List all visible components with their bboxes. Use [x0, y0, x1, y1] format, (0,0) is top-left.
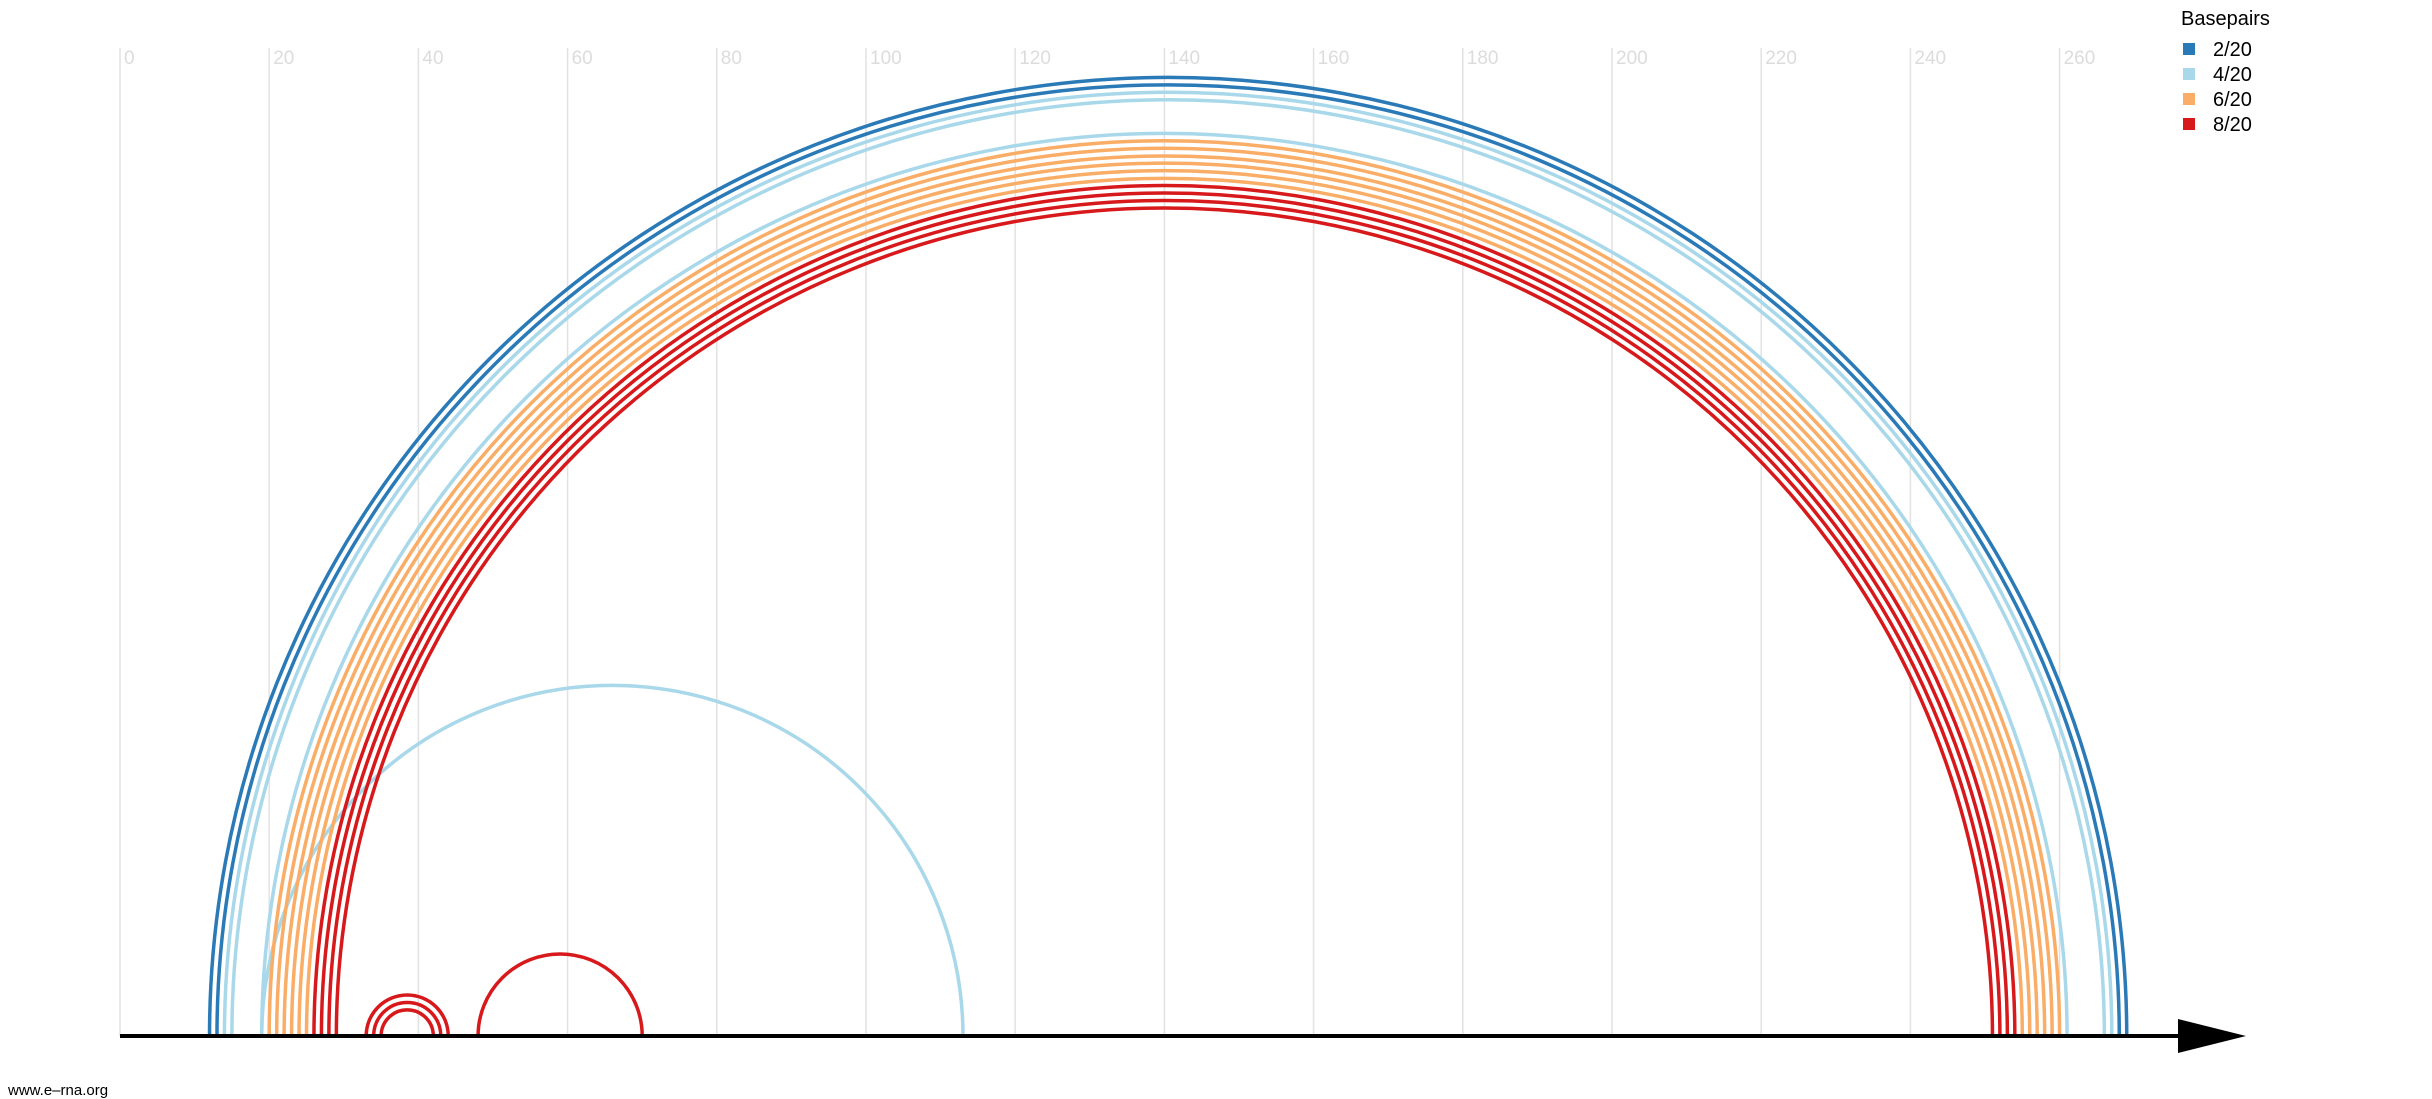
basepair-arc: [259, 683, 965, 1037]
basepair-arc: [297, 168, 2032, 1037]
sequence-axis: [120, 1019, 2246, 1053]
credit-text: www.e–rna.org: [8, 1082, 109, 1099]
basepair-arc: [274, 146, 2054, 1037]
legend-label: 6/20: [2213, 89, 2252, 111]
basepair-arc: [364, 993, 450, 1037]
legend-swatch: [2183, 68, 2195, 80]
basepair-arc: [222, 90, 2114, 1037]
x-tick-label: 40: [422, 48, 443, 69]
basepair-arc: [319, 191, 2010, 1037]
basepair-arc: [327, 198, 2002, 1037]
legend-swatch: [2183, 43, 2195, 55]
basepair-arc: [230, 98, 2107, 1037]
basepair-arc: [282, 153, 2047, 1037]
x-tick-label: 240: [1914, 48, 1946, 69]
legend-label: 8/20: [2213, 114, 2252, 136]
legend-swatch: [2183, 118, 2195, 130]
basepair-arc: [304, 176, 2025, 1037]
x-tick-label: 180: [1467, 48, 1499, 69]
basepair-arc: [476, 952, 644, 1037]
basepair-arc: [371, 1000, 443, 1037]
x-tick-label: 260: [2064, 48, 2096, 69]
legend-swatch: [2183, 93, 2195, 105]
x-tick-label: 120: [1019, 48, 1051, 69]
legend-label: 2/20: [2213, 39, 2252, 61]
basepair-arc: [289, 161, 2039, 1037]
basepair-arc: [312, 183, 2017, 1037]
x-tick-labels: 0 20 40 60 80 100 120 140 160 180 200 220 240 260: [124, 48, 2095, 69]
x-tick-label: 20: [273, 48, 294, 69]
legend: Basepairs 2/20 4/20 6/20 8/20: [2181, 8, 2270, 136]
x-tick-label: 100: [870, 48, 902, 69]
legend-title: Basepairs: [2181, 8, 2270, 30]
basepair-arc: [259, 131, 2069, 1037]
legend-label: 4/20: [2213, 64, 2252, 86]
axis-arrow-head: [2178, 1019, 2246, 1053]
x-tick-label: 140: [1168, 48, 1200, 69]
basepair-arc: [267, 139, 2062, 1037]
x-tick-label: 60: [572, 48, 593, 69]
basepair-arc: [207, 75, 2129, 1037]
x-tick-label: 0: [124, 48, 135, 69]
basepair-arcs: [207, 75, 2129, 1037]
x-tick-label: 200: [1616, 48, 1648, 69]
basepair-arc: [334, 206, 1995, 1037]
x-tick-label: 160: [1318, 48, 1350, 69]
x-tick-label: 80: [721, 48, 742, 69]
basepair-arc: [215, 83, 2122, 1037]
basepair-arc: [379, 1008, 436, 1037]
x-tick-label: 220: [1765, 48, 1797, 69]
